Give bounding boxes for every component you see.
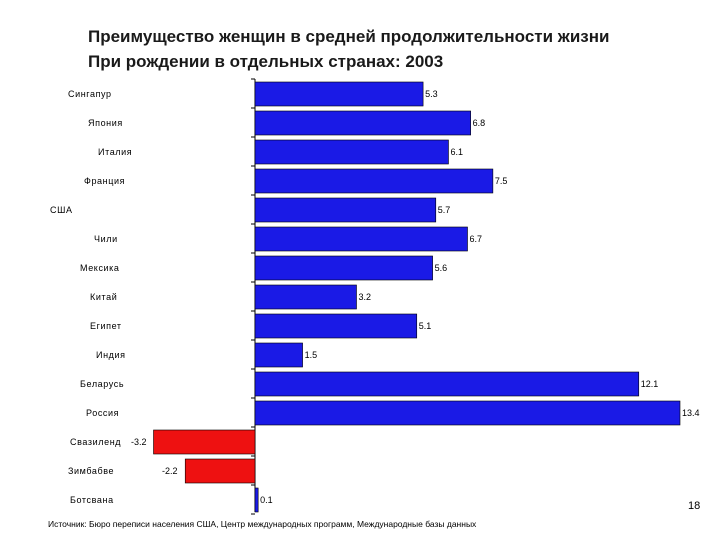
category-label: Россия (86, 408, 119, 418)
value-label: 7.5 (495, 176, 508, 186)
value-label: 13.4 (682, 408, 700, 418)
category-label: Япония (88, 118, 123, 128)
value-label: -2.2 (162, 466, 178, 476)
value-label: 5.7 (438, 205, 451, 215)
bar-11 (254, 371, 640, 397)
chart-subtitle: При рождении в отдельных странах: 2003 (88, 52, 444, 71)
category-label: Египет (90, 321, 122, 331)
value-label: -3.2 (131, 437, 147, 447)
bar-5 (254, 197, 437, 223)
category-label: США (50, 205, 73, 215)
bar-9 (254, 313, 418, 339)
bar-13 (153, 429, 256, 455)
value-label: 5.1 (419, 321, 432, 331)
category-label: Италия (98, 147, 132, 157)
bar-14 (184, 458, 256, 484)
bar-15 (254, 487, 259, 513)
category-label: Франция (84, 176, 125, 186)
bar-6 (254, 226, 468, 252)
bar-2 (254, 110, 471, 136)
bar-8 (254, 284, 357, 310)
bar-4 (254, 168, 494, 194)
bar-1 (254, 81, 424, 107)
value-label: 6.8 (473, 118, 486, 128)
page-number: 18 (688, 500, 701, 512)
value-label: 0.1 (260, 495, 273, 505)
value-label: 3.2 (358, 292, 371, 302)
category-label: Сингапур (68, 89, 112, 99)
source-note: Источник: Бюро переписи населения США, Ц… (48, 519, 477, 529)
bar-10 (254, 342, 303, 368)
bar-7 (254, 255, 433, 281)
category-label: Мексика (80, 263, 120, 273)
value-label: 5.6 (435, 263, 448, 273)
category-label: Ботсвана (70, 495, 114, 505)
value-label: 6.7 (470, 234, 483, 244)
bar-3 (254, 139, 449, 165)
category-label: Свазиленд (70, 437, 121, 447)
category-label: Беларусь (80, 379, 124, 389)
category-label: Зимбабве (68, 466, 114, 476)
category-label: Чили (94, 234, 118, 244)
category-label: Китай (90, 292, 117, 302)
value-label: 5.3 (425, 89, 438, 99)
value-label: 1.5 (305, 350, 318, 360)
category-label: Индия (96, 350, 126, 360)
chart-title: Преимущество женщин в средней продолжите… (88, 24, 609, 74)
bar-12 (254, 400, 681, 426)
value-label: 12.1 (641, 379, 659, 389)
chart-title-line1: Преимущество женщин в средней продолжите… (88, 27, 610, 46)
value-label: 6.1 (450, 147, 463, 157)
